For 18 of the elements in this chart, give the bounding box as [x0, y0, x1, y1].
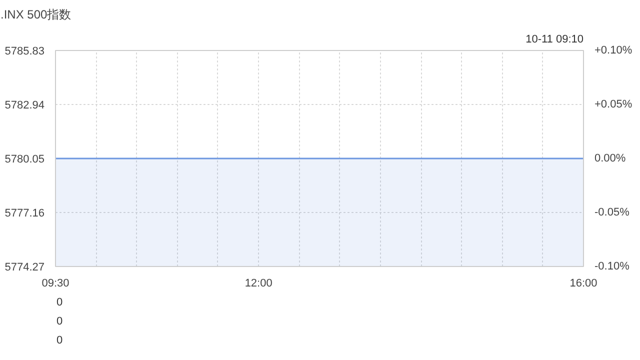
y2-tick-label: -0.10% — [594, 260, 630, 272]
y-tick-label: 5782.94 — [4, 100, 45, 112]
y-tick-label: 5780.05 — [4, 154, 45, 166]
y2-tick-label: +0.05% — [594, 98, 632, 110]
chart-title: .INX 500指数 — [0, 8, 72, 22]
text: 0 — [56, 296, 63, 308]
y2-tick-label: 0.00% — [594, 152, 626, 164]
y2-tick-label: +0.10% — [594, 44, 632, 56]
text: 10-11 09:10 — [526, 34, 584, 46]
y-tick-label: 5774.27 — [4, 262, 45, 274]
y-tick-label: 5777.16 — [4, 208, 45, 220]
y2-tick-label: -0.05% — [594, 206, 630, 218]
text: 0 — [56, 316, 63, 328]
x-tick-label: 16:00 — [570, 278, 598, 290]
x-tick-label: 12:00 — [244, 278, 272, 290]
text: 0 — [56, 334, 63, 346]
x-tick-label: 09:30 — [42, 278, 70, 290]
y-tick-label: 5785.83 — [4, 46, 45, 58]
